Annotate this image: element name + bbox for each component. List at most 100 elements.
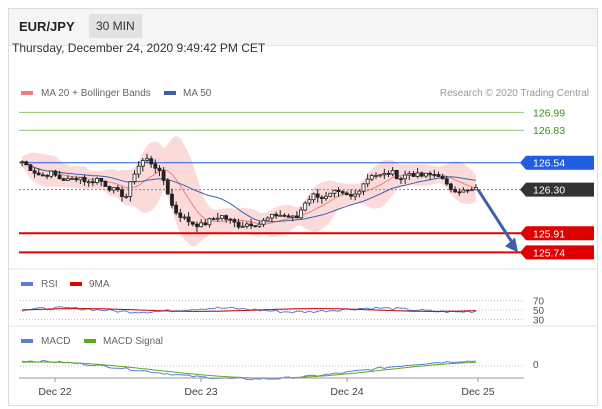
candle-body bbox=[157, 167, 162, 171]
symbol-title: EUR/JPY bbox=[19, 19, 75, 34]
candle-body bbox=[390, 169, 395, 175]
forecast-arrow-shaft bbox=[476, 188, 516, 247]
macd-legend-swatch bbox=[21, 339, 33, 343]
macd-tick-label: 0 bbox=[533, 360, 539, 371]
x-axis-tick-label: Dec 25 bbox=[461, 386, 494, 398]
candle-body bbox=[224, 215, 229, 220]
candle-body bbox=[28, 164, 33, 171]
candle-body bbox=[294, 215, 299, 219]
rsi-legend-label: RSI bbox=[41, 279, 58, 290]
candle-body bbox=[448, 183, 453, 190]
candle-body bbox=[78, 176, 83, 181]
candle-body bbox=[115, 187, 120, 191]
x-axis-tick-label: Dec 23 bbox=[184, 386, 217, 398]
candle-body bbox=[178, 212, 183, 218]
candle-body bbox=[465, 189, 470, 192]
candle-body bbox=[349, 194, 353, 197]
macd-signal-line bbox=[22, 361, 476, 379]
rsi-ma-legend-label: 9MA bbox=[89, 279, 110, 290]
candle-body bbox=[415, 172, 420, 177]
candle-body bbox=[473, 187, 478, 191]
bollinger-band-area bbox=[22, 135, 476, 247]
candle-body bbox=[91, 181, 95, 184]
candle-body bbox=[182, 216, 187, 219]
candle-body bbox=[307, 199, 312, 204]
candle-body bbox=[70, 178, 74, 180]
candle-body bbox=[145, 158, 149, 161]
candle-body bbox=[432, 173, 437, 176]
candle-body bbox=[240, 225, 245, 228]
candle-body bbox=[170, 193, 174, 206]
candle-body bbox=[161, 170, 166, 181]
candle-body bbox=[261, 219, 266, 225]
ma50-legend-label: MA 50 bbox=[183, 88, 212, 99]
timeframe-button[interactable]: 30 MIN bbox=[89, 14, 142, 38]
candle-body bbox=[269, 213, 274, 219]
candle-body bbox=[461, 189, 466, 193]
candle-body bbox=[41, 174, 45, 177]
candle-body bbox=[124, 195, 129, 198]
candle-body bbox=[278, 214, 283, 217]
candle-body bbox=[120, 189, 124, 197]
chart-widget: EUR/JPY 30 MIN bbox=[8, 8, 598, 406]
chart-header: EUR/JPY 30 MIN bbox=[9, 9, 597, 46]
level-label: 125.91 bbox=[533, 228, 565, 240]
candle-body bbox=[211, 218, 216, 221]
candle-body bbox=[290, 215, 295, 218]
candle-body bbox=[382, 172, 387, 176]
x-axis: Dec 22 Dec 23 Dec 24 Dec 25 bbox=[19, 377, 524, 398]
candle-body bbox=[324, 195, 328, 199]
x-axis-tick-label: Dec 24 bbox=[330, 386, 363, 398]
candle-body bbox=[199, 222, 204, 228]
candle-body bbox=[95, 177, 99, 183]
candle-body bbox=[49, 170, 54, 177]
candle-body bbox=[274, 213, 279, 217]
candle-body bbox=[332, 189, 337, 194]
level-price-tag bbox=[520, 245, 594, 260]
rsi-ma-line bbox=[22, 308, 476, 312]
candle-body bbox=[253, 225, 258, 228]
candle-body bbox=[66, 178, 70, 181]
rsi-legend-swatch bbox=[21, 282, 33, 286]
candle-body bbox=[128, 181, 133, 197]
chart-datetime: Thursday, December 24, 2020 9:49:42 PM C… bbox=[12, 41, 266, 55]
candle-body bbox=[190, 221, 195, 225]
candle-body bbox=[328, 192, 333, 197]
candle-body bbox=[407, 172, 412, 176]
macd-line bbox=[22, 359, 476, 381]
candle-body bbox=[440, 176, 445, 180]
candle-body bbox=[399, 178, 403, 181]
candle-body bbox=[61, 178, 66, 181]
x-axis-tick-label: Dec 22 bbox=[38, 386, 71, 398]
candle-body bbox=[236, 221, 241, 228]
candle-body bbox=[32, 170, 37, 174]
level-label: 126.83 bbox=[533, 125, 565, 137]
candle-body bbox=[340, 191, 345, 194]
candle-body bbox=[219, 215, 224, 219]
level-price-tag bbox=[520, 182, 594, 197]
candle-body bbox=[469, 189, 474, 192]
candle-body bbox=[215, 217, 220, 220]
ma20-legend-label: MA 20 + Bollinger Bands bbox=[41, 88, 151, 99]
candle-body bbox=[132, 173, 137, 183]
candle-body bbox=[265, 217, 270, 221]
candle-body bbox=[257, 223, 262, 227]
macd-panel: 0 bbox=[20, 359, 539, 381]
candle-body bbox=[424, 172, 428, 177]
candle-body bbox=[378, 174, 383, 177]
candle-body bbox=[203, 222, 208, 226]
level-label: 126.30 bbox=[533, 185, 565, 197]
candle-body bbox=[419, 172, 424, 177]
candle-body bbox=[24, 161, 29, 166]
level-price-tag bbox=[520, 155, 594, 170]
candle-body bbox=[311, 193, 316, 201]
research-credit: Research © 2020 Trading Central bbox=[440, 88, 589, 99]
candlesticks bbox=[20, 153, 478, 233]
candle-body bbox=[444, 178, 449, 185]
candle-body bbox=[195, 223, 199, 228]
candle-body bbox=[365, 178, 370, 185]
macd-legend-label: MACD bbox=[41, 336, 70, 347]
candle-body bbox=[136, 165, 141, 175]
candle-body bbox=[111, 187, 116, 191]
